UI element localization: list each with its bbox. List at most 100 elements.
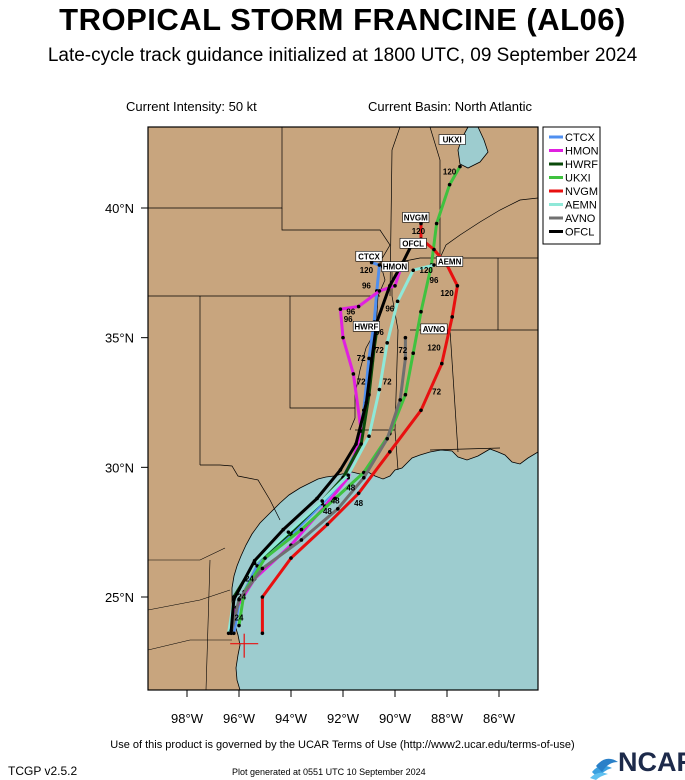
legend-label-ctcx: CTCX bbox=[565, 132, 596, 144]
forecast-hour-label: 120 bbox=[360, 266, 374, 275]
current-basin: Current Basin: North Atlantic bbox=[368, 99, 533, 114]
forecast-hour-label: 48 bbox=[331, 497, 340, 506]
track-point bbox=[419, 408, 423, 413]
track-point bbox=[338, 468, 343, 472]
track-point bbox=[395, 299, 400, 304]
forecast-hour-label: 96 bbox=[385, 305, 394, 314]
track-point bbox=[367, 434, 371, 439]
track-point bbox=[281, 527, 286, 532]
track-ukxi bbox=[237, 165, 462, 626]
track-point bbox=[367, 356, 371, 361]
track-point bbox=[229, 631, 233, 636]
model-tag-nvgm: NVGM bbox=[404, 213, 428, 222]
legend-label-hwrf: HWRF bbox=[565, 159, 598, 171]
track-point bbox=[320, 499, 325, 503]
lon-tick-label: 98°W bbox=[171, 711, 204, 726]
track-point bbox=[411, 268, 416, 273]
ncar-logo-text: NCAR bbox=[618, 747, 685, 777]
forecast-hour-label: 72 bbox=[383, 377, 392, 386]
track-point bbox=[338, 307, 343, 311]
forecast-hour-label: 120 bbox=[443, 167, 457, 176]
track-point bbox=[388, 449, 392, 454]
model-tag-box bbox=[381, 261, 409, 272]
model-tag-box bbox=[355, 250, 383, 262]
forecast-hour-label: 48 bbox=[354, 499, 363, 508]
track-point bbox=[432, 247, 436, 252]
legend-box bbox=[542, 126, 601, 245]
track-point bbox=[260, 631, 265, 636]
model-tag-ctcx: CTCX bbox=[358, 252, 380, 261]
track-point bbox=[346, 473, 351, 477]
track-point bbox=[229, 628, 233, 633]
model-tag-box bbox=[438, 134, 466, 145]
track-point bbox=[351, 372, 356, 376]
forecast-hour-label: 72 bbox=[398, 346, 407, 355]
terms-of-use-text: Use of this product is governed by the U… bbox=[110, 739, 575, 751]
track-point bbox=[393, 284, 397, 288]
forecast-hour-label: 96 bbox=[346, 307, 355, 316]
initial-position-marker bbox=[230, 633, 259, 658]
forecast-hour-label: 96 bbox=[375, 328, 384, 337]
track-point bbox=[388, 284, 392, 288]
track-point bbox=[398, 398, 403, 402]
current-intensity: Current Intensity: 50 kt bbox=[126, 99, 257, 114]
track-point bbox=[403, 356, 408, 361]
model-tag-hmon: HMON bbox=[383, 263, 408, 272]
model-tag-aemn: AEMN bbox=[438, 257, 462, 266]
track-point bbox=[260, 595, 265, 599]
track-point bbox=[369, 359, 374, 363]
track-nvgm bbox=[260, 223, 459, 634]
track-point bbox=[434, 221, 439, 226]
forecast-hour-label: 72 bbox=[357, 377, 366, 386]
track-point bbox=[237, 597, 241, 602]
generated-time: Plot generated at 0551 UTC 10 September … bbox=[232, 767, 426, 777]
track-point bbox=[226, 631, 231, 636]
lat-tick-label: 30°N bbox=[105, 460, 134, 475]
track-point bbox=[286, 530, 291, 534]
lon-tick-label: 96°W bbox=[223, 711, 256, 726]
track-avno bbox=[229, 337, 407, 634]
track-point bbox=[252, 558, 257, 563]
model-tag-avno: AVNO bbox=[423, 325, 446, 334]
track-point bbox=[289, 556, 293, 560]
legend-label-ukxi: UKXI bbox=[565, 173, 591, 185]
lon-tick-label: 94°W bbox=[275, 711, 308, 726]
track-point bbox=[403, 335, 408, 340]
forecast-hour-label: 120 bbox=[412, 227, 426, 236]
track-point bbox=[432, 263, 436, 267]
forecast-hour-label: 96 bbox=[362, 281, 371, 290]
forecast-hour-label: 24 bbox=[245, 574, 254, 583]
track-point bbox=[385, 437, 390, 441]
track-point bbox=[359, 442, 364, 446]
forecast-hour-label: 120 bbox=[420, 266, 434, 275]
legend-label-avno: AVNO bbox=[565, 213, 596, 225]
forecast-hour-label: 96 bbox=[344, 315, 353, 324]
lat-tick-label: 35°N bbox=[105, 331, 134, 346]
forecast-hour-label: 24 bbox=[235, 613, 244, 622]
track-point bbox=[325, 522, 330, 527]
forecast-hour-label: 96 bbox=[430, 276, 439, 285]
model-tag-ukxi: UKXI bbox=[443, 136, 462, 145]
track-point bbox=[299, 538, 304, 542]
track-point bbox=[263, 556, 267, 560]
legend-label-nvgm: NVGM bbox=[565, 186, 598, 198]
track-point bbox=[237, 623, 241, 628]
forecast-hour-label: 120 bbox=[427, 344, 441, 353]
track-point bbox=[458, 164, 462, 169]
track-point bbox=[364, 400, 369, 405]
track-point bbox=[450, 315, 455, 319]
track-point bbox=[403, 392, 408, 397]
track-point bbox=[377, 387, 382, 392]
model-tag-box bbox=[436, 256, 464, 267]
map-axes: 98°W 96°W 94°W 92°W 90°W 88°W 86°W 25°N 30°N 35°N… bbox=[105, 201, 516, 726]
lat-tick-label: 25°N bbox=[105, 590, 134, 605]
track-point bbox=[354, 442, 358, 446]
forecast-hour-label: 72 bbox=[357, 354, 366, 363]
track-point bbox=[333, 496, 338, 501]
track-point bbox=[440, 361, 444, 366]
legend-label-ofcl: OFCL bbox=[565, 227, 594, 239]
